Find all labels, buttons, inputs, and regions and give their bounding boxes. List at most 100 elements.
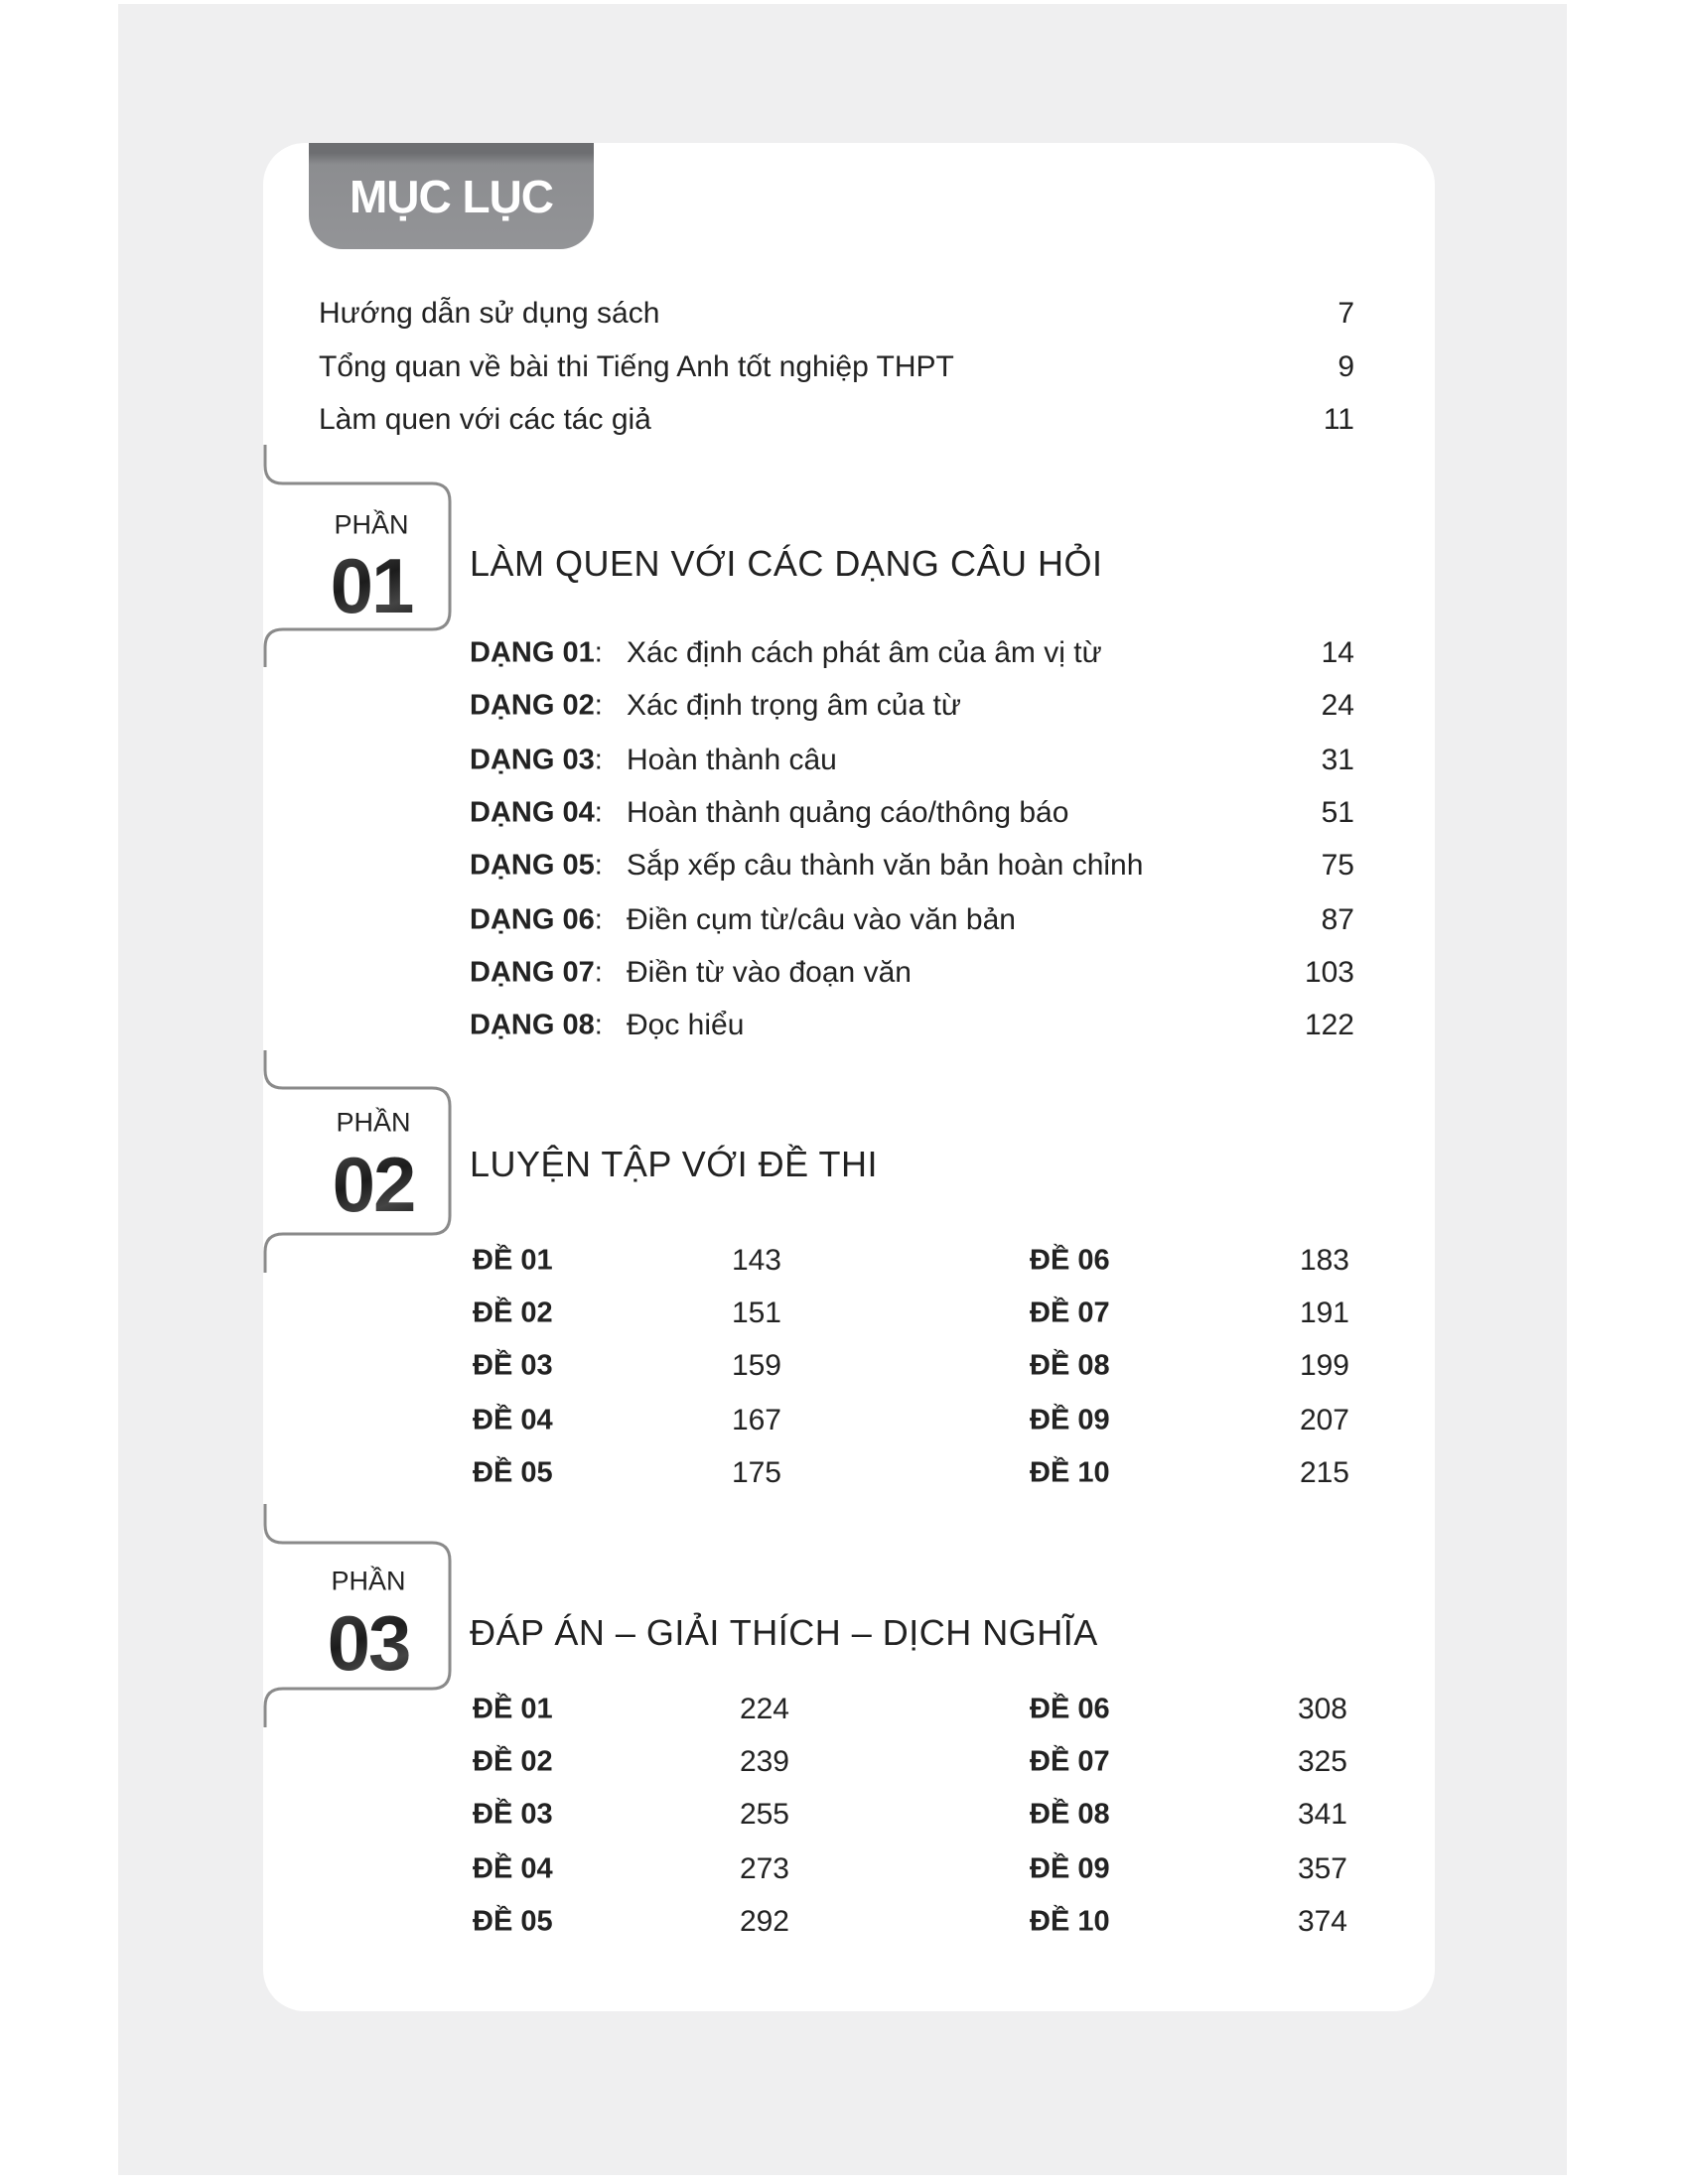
exam-label[interactable]: ĐỀ 05 [473,1456,553,1489]
exam-label[interactable]: ĐỀ 05 [473,1905,553,1938]
exam-page: 183 [1299,1244,1349,1277]
dang-description[interactable]: Xác định trọng âm của từ [627,689,961,722]
part-label: PHẦN [334,509,409,540]
dang-page: 122 [1304,1009,1354,1041]
exam-label[interactable]: ĐỀ 02 [473,1745,553,1778]
exam-label[interactable]: ĐỀ 01 [473,1244,553,1277]
exam-label[interactable]: ĐỀ 04 [473,1852,553,1885]
dang-label[interactable]: DẠNG 01: [470,636,603,669]
exam-page: 143 [731,1244,781,1277]
dang-code: DẠNG 06 [470,903,595,936]
exam-page: 175 [731,1456,781,1489]
exam-label[interactable]: ĐỀ 03 [473,1798,553,1831]
dang-separator: : [594,849,603,882]
dang-separator: : [594,1009,603,1041]
exam-page: 207 [1299,1404,1349,1436]
exam-label[interactable]: ĐỀ 03 [473,1349,553,1382]
exam-page: 191 [1299,1297,1349,1329]
exam-label[interactable]: ĐỀ 04 [473,1404,553,1436]
toc-entry-page: 9 [1337,350,1354,383]
exam-page: 325 [1297,1745,1347,1778]
dang-description[interactable]: Xác định cách phát âm của âm vị từ [627,636,1102,669]
toc-entry-label[interactable]: Làm quen với các tác giả [319,403,651,436]
toc-entry-page: 7 [1337,297,1354,330]
exam-label[interactable]: ĐỀ 01 [473,1693,553,1725]
exam-page: 292 [739,1905,789,1938]
exam-label[interactable]: ĐỀ 09 [1030,1852,1110,1885]
exam-label[interactable]: ĐỀ 10 [1030,1456,1110,1489]
toc-entry-page: 11 [1323,403,1354,436]
part-bracket-2 [263,1050,452,1273]
exam-label[interactable]: ĐỀ 08 [1030,1798,1110,1831]
part-bracket-3 [263,1504,452,1727]
dang-separator: : [594,744,603,776]
dang-code: DẠNG 08 [470,1009,595,1041]
dang-code: DẠNG 04 [470,796,595,829]
toc-header-tab: MỤC LỤC [309,143,594,249]
dang-label[interactable]: DẠNG 03: [470,744,603,776]
part-title[interactable]: LÀM QUEN VỚI CÁC DẠNG CÂU HỎI [470,543,1103,584]
dang-page: 14 [1321,636,1354,669]
page-title: MỤC LỤC [349,170,554,222]
dang-label[interactable]: DẠNG 05: [470,849,603,882]
dang-label[interactable]: DẠNG 06: [470,903,603,936]
dang-description[interactable]: Hoàn thành quảng cáo/thông báo [627,796,1069,829]
dang-code: DẠNG 03 [470,744,595,776]
exam-label[interactable]: ĐỀ 09 [1030,1404,1110,1436]
dang-page: 87 [1321,903,1354,936]
exam-page: 159 [731,1349,781,1382]
part-bracket-1 [263,445,452,667]
exam-label[interactable]: ĐỀ 10 [1030,1905,1110,1938]
toc-entry-label[interactable]: Hướng dẫn sử dụng sách [319,297,660,330]
dang-separator: : [594,636,603,669]
exam-label[interactable]: ĐỀ 08 [1030,1349,1110,1382]
dang-page: 103 [1304,956,1354,989]
exam-label[interactable]: ĐỀ 06 [1030,1244,1110,1277]
dang-label[interactable]: DẠNG 07: [470,956,603,989]
exam-label[interactable]: ĐỀ 07 [1030,1297,1110,1329]
dang-code: DẠNG 05 [470,849,595,882]
exam-page: 273 [739,1852,789,1885]
dang-label[interactable]: DẠNG 04: [470,796,603,829]
dang-code: DẠNG 01 [470,636,595,669]
exam-page: 255 [739,1798,789,1831]
dang-description[interactable]: Đọc hiểu [627,1009,745,1041]
dang-label[interactable]: DẠNG 02: [470,689,603,722]
dang-code: DẠNG 02 [470,689,595,722]
dang-page: 75 [1321,849,1354,882]
dang-description[interactable]: Điền từ vào đoạn văn [627,956,912,989]
dang-page: 31 [1321,744,1354,776]
exam-page: 215 [1299,1456,1349,1489]
part-title[interactable]: ĐÁP ÁN – GIẢI THÍCH – DỊCH NGHĨA [470,1612,1098,1653]
exam-page: 224 [739,1693,789,1725]
dang-page: 51 [1321,796,1354,829]
dang-separator: : [594,689,603,722]
part-label: PHẦN [336,1107,411,1138]
exam-page: 357 [1297,1852,1347,1885]
exam-page: 239 [739,1745,789,1778]
exam-page: 341 [1297,1798,1347,1831]
part-number: 03 [299,1604,438,1682]
dang-separator: : [594,796,603,829]
dang-label[interactable]: DẠNG 08: [470,1009,603,1041]
exam-page: 151 [731,1297,781,1329]
exam-page: 199 [1299,1349,1349,1382]
exam-page: 308 [1297,1693,1347,1725]
part-label: PHẦN [331,1566,406,1596]
part-number: 01 [302,547,441,624]
toc-entry-label[interactable]: Tổng quan về bài thi Tiếng Anh tốt nghiệ… [319,350,954,383]
toc-card [263,143,1435,2011]
dang-description[interactable]: Sắp xếp câu thành văn bản hoàn chỉnh [627,849,1144,882]
exam-label[interactable]: ĐỀ 02 [473,1297,553,1329]
dang-separator: : [594,956,603,989]
exam-page: 167 [731,1404,781,1436]
dang-separator: : [594,903,603,936]
exam-page: 374 [1297,1905,1347,1938]
exam-label[interactable]: ĐỀ 06 [1030,1693,1110,1725]
part-title[interactable]: LUYỆN TẬP VỚI ĐỀ THI [470,1144,878,1184]
dang-page: 24 [1321,689,1354,722]
exam-label[interactable]: ĐỀ 07 [1030,1745,1110,1778]
dang-description[interactable]: Điền cụm từ/câu vào văn bản [627,903,1016,936]
dang-description[interactable]: Hoàn thành câu [627,744,837,776]
